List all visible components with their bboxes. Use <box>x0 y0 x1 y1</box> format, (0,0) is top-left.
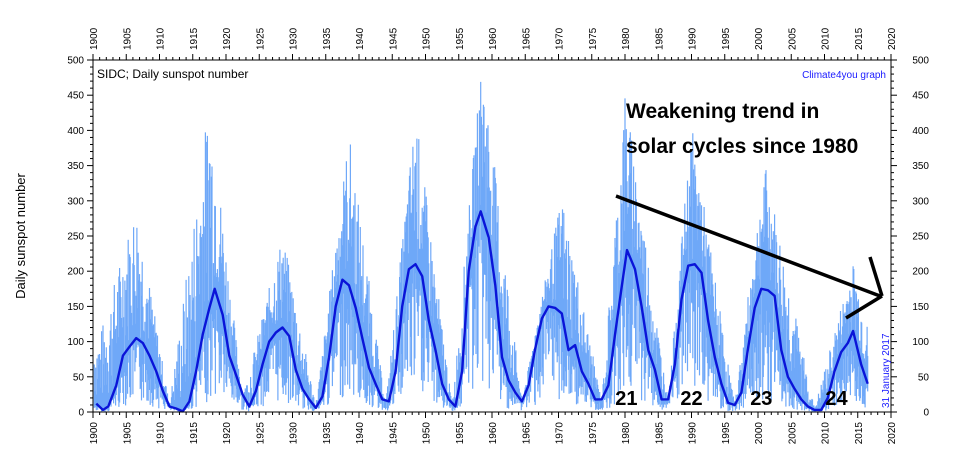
x-tick-label-top: 1940 <box>355 27 366 50</box>
x-tick-label-bottom: 1990 <box>688 422 699 445</box>
y-tick-label-right: 400 <box>912 126 929 137</box>
x-tick-label-top: 1990 <box>688 27 699 50</box>
x-tick-label-top: 1980 <box>621 27 632 50</box>
x-tick-label-top: 1915 <box>189 27 200 50</box>
cycle-label-24: 24 <box>825 388 848 410</box>
x-tick-label-top: 1985 <box>654 27 665 50</box>
x-tick-label-bottom: 2015 <box>854 422 865 445</box>
x-tick-label-top: 1950 <box>422 27 433 50</box>
x-tick-label-bottom: 2010 <box>821 422 832 445</box>
x-tick-label-top: 1900 <box>89 27 100 50</box>
trend-arrow-line <box>615 194 881 298</box>
x-tick-label-bottom: 1955 <box>455 422 466 445</box>
y-tick-label-left: 450 <box>67 91 84 102</box>
y-tick-label-left: 150 <box>67 302 84 313</box>
x-tick-label-bottom: 1900 <box>89 422 100 445</box>
cycle-labels: 21 22 23 24 <box>615 388 848 410</box>
x-tick-label-bottom: 1960 <box>488 422 499 445</box>
y-tick-label-left: 300 <box>67 196 84 207</box>
y-tick-label-right: 100 <box>912 337 929 348</box>
y-tick-label-right: 350 <box>912 161 929 172</box>
x-tick-label-top: 1970 <box>555 27 566 50</box>
x-tick-label-bottom: 1980 <box>621 422 632 445</box>
x-tick-label-top: 1920 <box>222 27 233 50</box>
y-tick-label-right: 450 <box>912 91 929 102</box>
trend-arrow <box>615 194 884 320</box>
x-tick-label-top: 1925 <box>255 27 266 50</box>
x-tick-label-top: 2010 <box>821 27 832 50</box>
x-tick-label-bottom: 1935 <box>322 422 333 445</box>
x-tick-label-top: 1995 <box>721 27 732 50</box>
x-tick-label-bottom: 1970 <box>555 422 566 445</box>
trend-arrow-head-upper <box>868 256 884 297</box>
x-tick-label-top: 1935 <box>322 27 333 50</box>
y-tick-label-left: 200 <box>67 267 84 278</box>
x-tick-label-bottom: 1910 <box>156 422 167 445</box>
x-tick-label-top: 2000 <box>754 27 765 50</box>
trend-annotation-line-2: solar cycles since 1980 <box>626 135 858 158</box>
x-tick-label-top: 1905 <box>122 27 133 50</box>
x-tick-label-top: 1910 <box>156 27 167 50</box>
x-tick-label-bottom: 1930 <box>289 422 300 445</box>
y-tick-label-right: 250 <box>912 232 929 243</box>
y-tick-label-left: 0 <box>78 408 84 419</box>
cycle-label-22: 22 <box>680 388 702 410</box>
credit-label: Climate4you graph <box>802 70 886 81</box>
x-tick-label-bottom: 1915 <box>189 422 200 445</box>
axis-ticks: 1900 1900 1905 1905 1910 1910 1915 1915 1920 1920… <box>67 27 929 444</box>
x-tick-label-top: 1965 <box>521 27 532 50</box>
x-tick-label-bottom: 1905 <box>122 422 133 445</box>
y-tick-label-left: 350 <box>67 161 84 172</box>
date-label: 31 January 2017 <box>881 333 892 408</box>
x-tick-label-bottom: 1995 <box>721 422 732 445</box>
x-tick-label-bottom: 1940 <box>355 422 366 445</box>
y-tick-label-left: 500 <box>67 56 84 67</box>
y-tick-label-left: 100 <box>67 337 84 348</box>
x-tick-label-bottom: 1945 <box>388 422 399 445</box>
x-tick-label-top: 1945 <box>388 27 399 50</box>
x-tick-label-top: 1955 <box>455 27 466 50</box>
y-axis-label: Daily sunspot number <box>13 172 28 298</box>
trend-annotation-line-1: Weakening trend in <box>626 100 819 123</box>
y-tick-label-right: 200 <box>912 267 929 278</box>
smoothed-sunspot-line <box>95 210 869 413</box>
chart-title: SIDC; Daily sunspot number <box>97 67 248 81</box>
x-tick-label-bottom: 2020 <box>887 422 898 445</box>
y-tick-label-right: 150 <box>912 302 929 313</box>
x-tick-label-bottom: 2000 <box>754 422 765 445</box>
x-tick-label-top: 2015 <box>854 27 865 50</box>
x-tick-label-bottom: 1925 <box>255 422 266 445</box>
y-tick-label-left: 50 <box>73 372 85 383</box>
trend-arrow-head-lower <box>845 294 883 320</box>
y-tick-label-left: 400 <box>67 126 84 137</box>
x-tick-label-bottom: 1965 <box>521 422 532 445</box>
y-tick-label-right: 0 <box>923 408 929 419</box>
y-tick-label-right: 50 <box>918 372 930 383</box>
x-tick-label-top: 2005 <box>787 27 798 50</box>
y-tick-label-right: 300 <box>912 196 929 207</box>
x-tick-label-bottom: 2005 <box>787 422 798 445</box>
x-tick-label-bottom: 1985 <box>654 422 665 445</box>
x-tick-label-top: 1975 <box>588 27 599 50</box>
cycle-label-21: 21 <box>615 388 637 410</box>
x-tick-label-top: 2020 <box>887 27 898 50</box>
x-tick-label-bottom: 1975 <box>588 422 599 445</box>
x-tick-label-top: 1960 <box>488 27 499 50</box>
x-tick-label-bottom: 1920 <box>222 422 233 445</box>
x-tick-label-bottom: 1950 <box>422 422 433 445</box>
y-tick-label-left: 250 <box>67 232 84 243</box>
x-tick-label-top: 1930 <box>289 27 300 50</box>
y-tick-label-right: 500 <box>912 56 929 67</box>
cycle-label-23: 23 <box>750 388 772 410</box>
